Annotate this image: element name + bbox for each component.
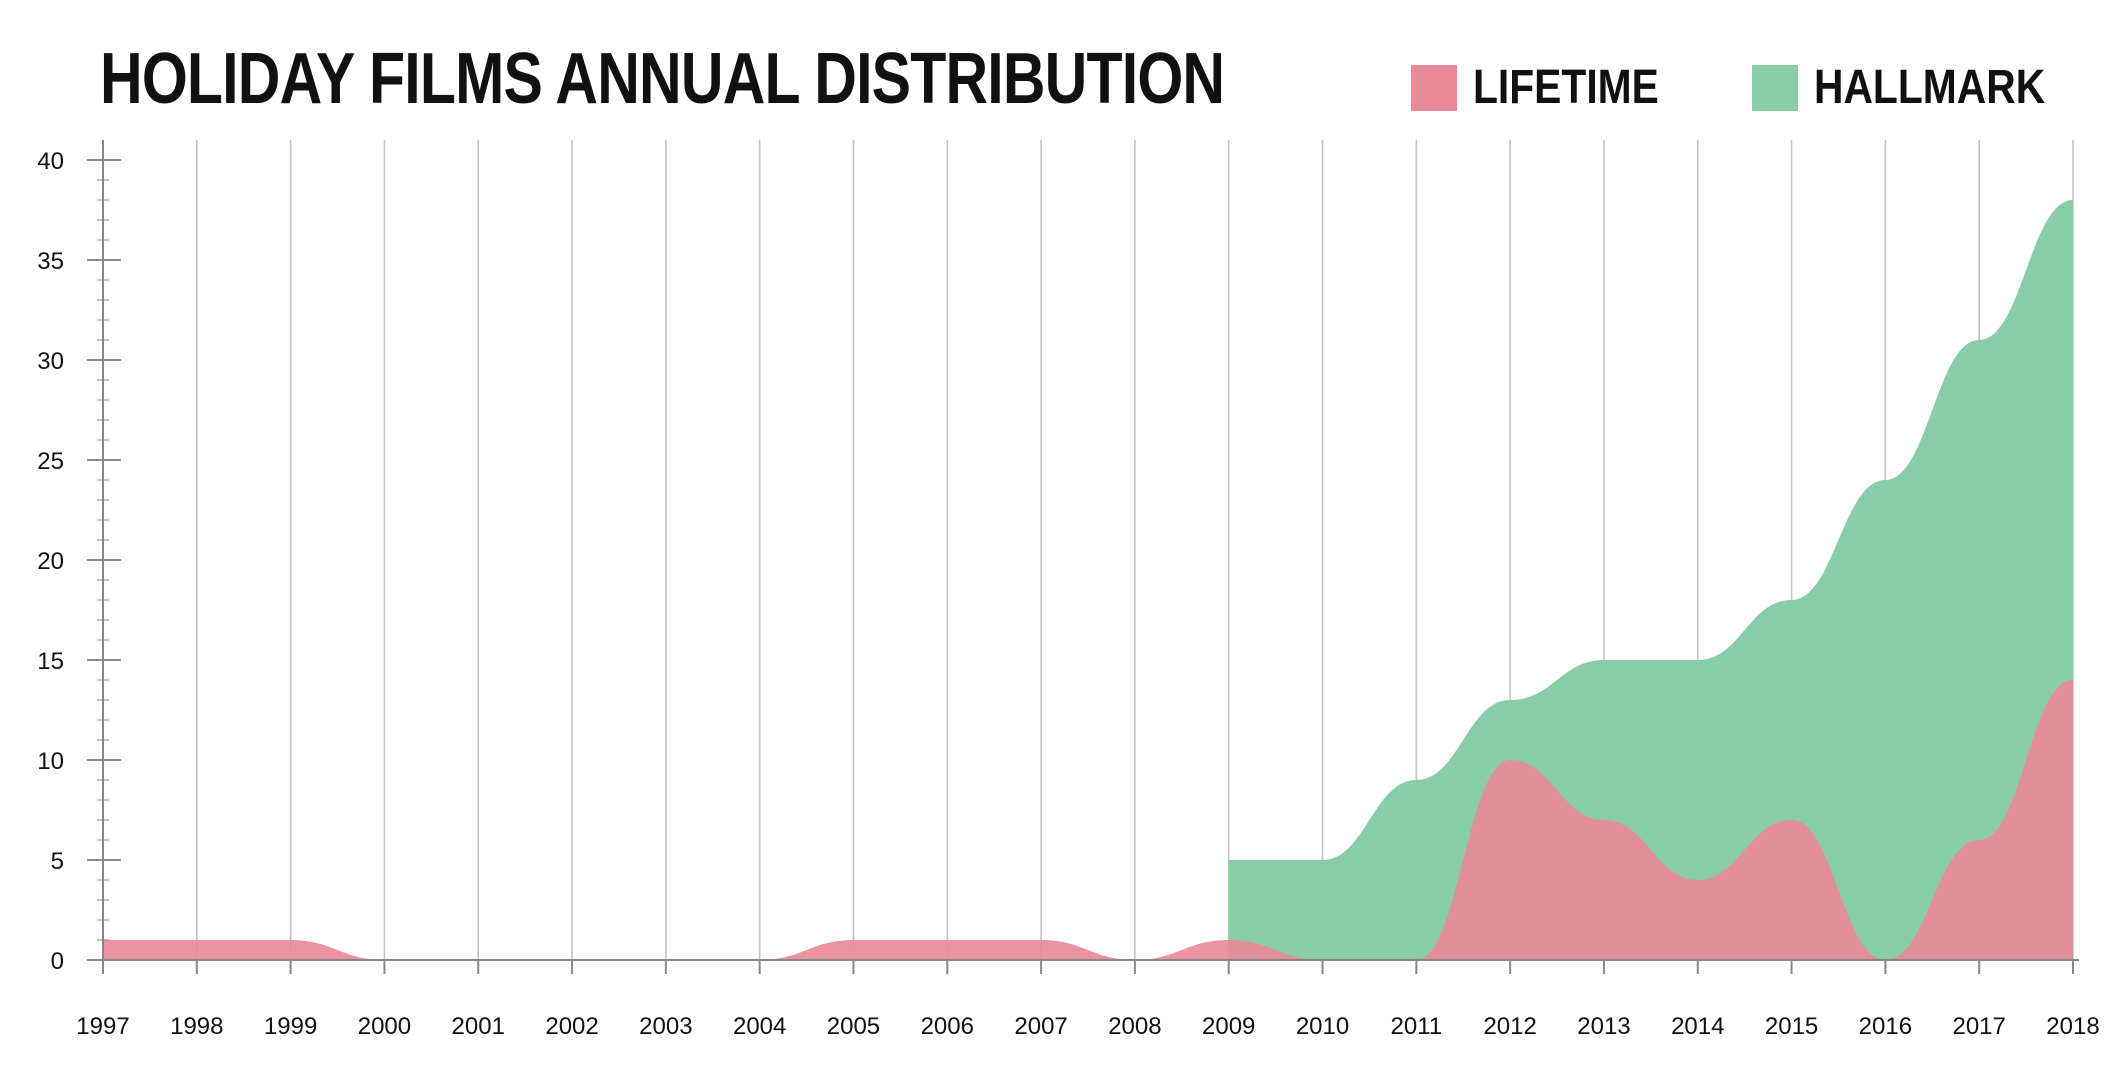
y-tick-label-30: 30 bbox=[37, 348, 64, 375]
x-tick-label-2014: 2014 bbox=[1671, 1013, 1724, 1040]
legend-item-hallmark: HALLMARK bbox=[1752, 60, 2086, 115]
area-hallmark bbox=[1228, 200, 2073, 960]
x-tick-label-2011: 2011 bbox=[1391, 1013, 1443, 1040]
x-tick-label-2007: 2007 bbox=[1014, 1013, 1067, 1040]
y-tick-label-0: 0 bbox=[51, 948, 64, 975]
x-tick-label-2016: 2016 bbox=[1859, 1013, 1912, 1040]
y-tick-label-15: 15 bbox=[37, 648, 64, 675]
legend-swatch-lifetime bbox=[1411, 64, 1458, 111]
grid-lines bbox=[102, 140, 2074, 960]
x-tick-label-2009: 2009 bbox=[1202, 1013, 1255, 1040]
x-tick-label-2018: 2018 bbox=[2046, 1013, 2099, 1040]
y-tick-label-40: 40 bbox=[37, 148, 64, 175]
y-tick-label-35: 35 bbox=[37, 248, 64, 275]
y-tick-label-10: 10 bbox=[37, 748, 64, 775]
x-tick-label-2013: 2013 bbox=[1577, 1013, 1630, 1040]
x-tick-label-2017: 2017 bbox=[1952, 1013, 2005, 1040]
y-tick-label-5: 5 bbox=[51, 848, 64, 875]
x-tick-label-2015: 2015 bbox=[1765, 1013, 1818, 1040]
x-tick-label-2010: 2010 bbox=[1296, 1013, 1349, 1040]
x-tick-label-2003: 2003 bbox=[639, 1013, 692, 1040]
area-lifetime bbox=[103, 680, 2073, 960]
x-tick-label-2012: 2012 bbox=[1483, 1013, 1536, 1040]
legend-label-lifetime: LIFETIME bbox=[1473, 61, 1660, 114]
legend-item-lifetime: LIFETIME bbox=[1411, 60, 1692, 115]
x-tick-label-2008: 2008 bbox=[1108, 1013, 1161, 1040]
axes bbox=[87, 140, 2079, 974]
legend: LIFETIME HALLMARK bbox=[1411, 60, 2086, 115]
x-tick-label-1998: 1998 bbox=[170, 1013, 223, 1040]
tick-labels: 0 5 10 15 20 25 30 35 40 1997 1998 1999 2000 2001 2002… bbox=[37, 148, 2099, 1040]
x-tick-label-1999: 1999 bbox=[264, 1013, 317, 1040]
x-tick-label-2004: 2004 bbox=[733, 1013, 786, 1040]
legend-label-hallmark: HALLMARK bbox=[1814, 61, 2046, 114]
y-tick-label-25: 25 bbox=[37, 448, 64, 475]
x-tick-label-2006: 2006 bbox=[921, 1013, 974, 1040]
legend-swatch-hallmark bbox=[1752, 64, 1799, 111]
x-tick-label-2000: 2000 bbox=[358, 1013, 411, 1040]
x-tick-label-2005: 2005 bbox=[827, 1013, 880, 1040]
area-series bbox=[103, 200, 2073, 960]
y-tick-label-20: 20 bbox=[37, 548, 64, 575]
x-tick-label-2001: 2001 bbox=[452, 1013, 505, 1040]
x-tick-label-2002: 2002 bbox=[545, 1013, 598, 1040]
chart-title: HOLIDAY FILMS ANNUAL DISTRIBUTION bbox=[100, 39, 1225, 119]
x-tick-label-1997: 1997 bbox=[76, 1013, 129, 1040]
